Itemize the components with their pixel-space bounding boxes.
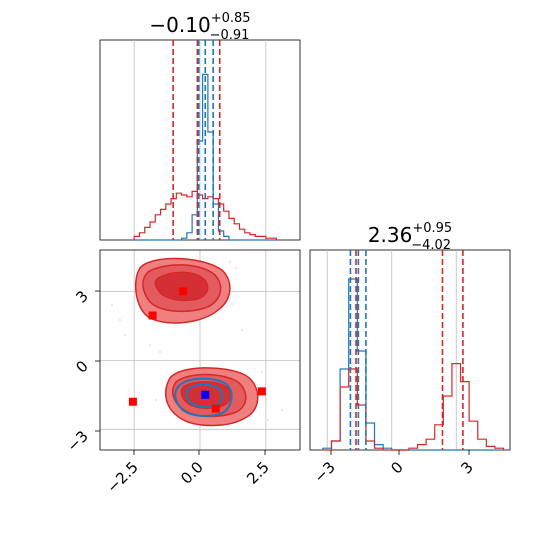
hist-series-red xyxy=(133,190,277,240)
lower-blue-contour-outer xyxy=(174,377,233,417)
upper-contour-inner xyxy=(154,271,209,302)
panel1-quantile-lines xyxy=(172,40,221,240)
panel2-xtick-label-2: 0 xyxy=(387,458,406,477)
panel2-xtick-label-3: 3 xyxy=(457,458,476,477)
panel2-quantile-lines xyxy=(349,250,464,450)
hist-series-blue xyxy=(134,73,277,241)
panel2-grid xyxy=(326,250,457,450)
joint-xticks: −2.5 0.0 2.5 xyxy=(103,450,273,497)
panel1-grid xyxy=(133,40,267,240)
panel1-title-sup: +0.85 xyxy=(211,11,251,26)
panel2-title-sup: +0.95 xyxy=(412,221,452,236)
panel1-title-value: −0.10 xyxy=(149,13,210,37)
joint-ytick-label-1: 3 xyxy=(72,287,91,306)
panel2-title-sub: −4.02 xyxy=(411,238,451,253)
red-point-0 xyxy=(178,287,187,296)
hist-series-red xyxy=(322,363,505,451)
joint-ytick-label-2: 0 xyxy=(72,357,91,376)
panel-joint: −2.5 0.0 2.5 3 0 −3 xyxy=(63,249,301,497)
joint-xtick-label-1: −2.5 xyxy=(103,458,141,496)
panel2-xtick-label-1: −3 xyxy=(310,458,338,486)
panel-marginal-param2: 2.36+0.95 −4.02 −3 0 3 xyxy=(309,221,511,486)
panel1-title: −0.10+0.85 −0.91 xyxy=(149,11,250,43)
joint-xtick-label-2: 0.0 xyxy=(177,458,207,488)
panel2-xticks: −3 0 3 xyxy=(310,450,477,486)
joint-points xyxy=(128,287,266,413)
blue-point-0 xyxy=(201,390,210,399)
panel2-title-value: 2.36 xyxy=(368,223,413,247)
red-point-3 xyxy=(211,404,220,413)
joint-contours xyxy=(111,257,283,427)
joint-ytick-label-3: −3 xyxy=(63,427,91,455)
panel1-histograms xyxy=(133,73,277,241)
red-point-4 xyxy=(257,387,266,396)
panel1-title-sub: −0.91 xyxy=(210,28,250,43)
joint-frame xyxy=(99,249,301,451)
red-point-2 xyxy=(128,397,137,406)
panel2-histograms xyxy=(322,278,505,451)
joint-xtick-label-3: 2.5 xyxy=(243,458,273,488)
joint-yticks: 3 0 −3 xyxy=(63,287,100,455)
lower-blue-contour-inner xyxy=(185,383,224,409)
red-point-1 xyxy=(148,311,157,320)
panel2-title: 2.36+0.95 −4.02 xyxy=(368,221,452,253)
panel-marginal-param1: −0.10+0.85 −0.91 xyxy=(99,11,301,241)
